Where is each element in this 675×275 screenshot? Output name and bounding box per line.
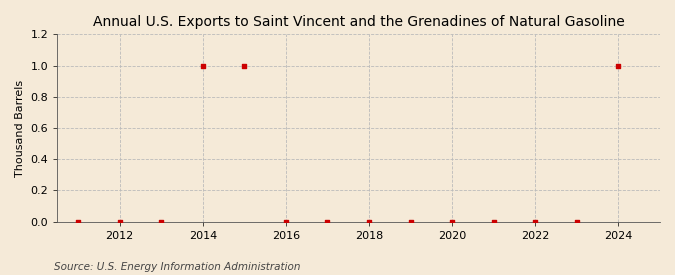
Point (572, 219, 583, 224)
Point (73, 219, 84, 224)
Point (281, 219, 292, 224)
Title: Annual U.S. Exports to Saint Vincent and the Grenadines of Natural Gasoline: Annual U.S. Exports to Saint Vincent and… (92, 15, 624, 29)
Point (322, 219, 333, 224)
Point (114, 219, 125, 224)
Point (156, 219, 167, 224)
Point (405, 219, 416, 224)
Point (613, 63, 624, 68)
Y-axis label: Thousand Barrels: Thousand Barrels (15, 79, 25, 177)
Point (239, 63, 250, 68)
Point (364, 219, 375, 224)
Point (488, 219, 499, 224)
Point (530, 219, 541, 224)
Text: Source: U.S. Energy Information Administration: Source: U.S. Energy Information Administ… (54, 262, 300, 272)
Point (197, 63, 208, 68)
Point (31, 219, 42, 224)
Point (447, 219, 458, 224)
